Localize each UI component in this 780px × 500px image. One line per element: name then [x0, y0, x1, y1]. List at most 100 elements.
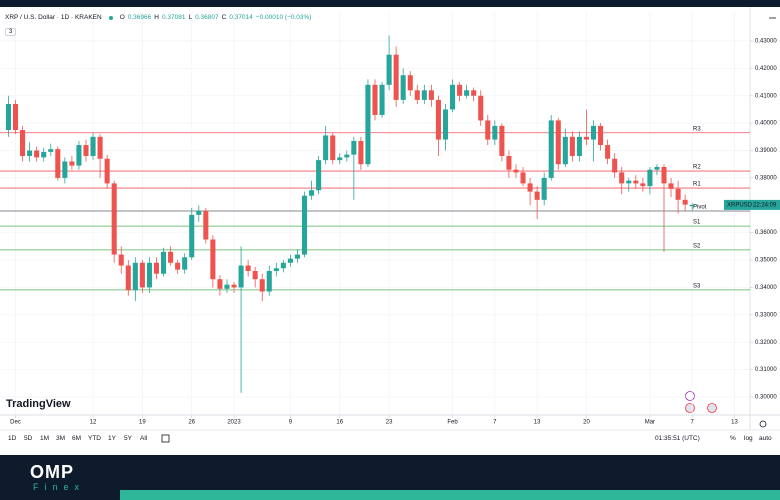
pivot-level-label: S3 [693, 283, 701, 289]
candle-body [682, 199, 688, 205]
ohlc-value: 0.36807 [195, 14, 219, 21]
candle-body [309, 190, 315, 196]
candle-body [541, 177, 547, 200]
candle-body [337, 157, 343, 161]
toolbar-button[interactable]: auto [759, 435, 772, 442]
candle-body [182, 257, 188, 270]
candle-body [344, 154, 350, 158]
candle-body [478, 95, 484, 121]
candle-body [358, 140, 364, 165]
candle-body [351, 140, 357, 155]
candle-body [400, 75, 406, 100]
candle-body [379, 84, 385, 115]
toolbar-button[interactable]: 1M [40, 435, 50, 442]
x-tick-label: 16 [336, 420, 343, 426]
ohlc-value: 0.36966 [127, 14, 152, 21]
candle-body [224, 284, 230, 289]
y-tick-label: 0.32000 [755, 340, 777, 346]
candle-body [612, 158, 618, 173]
candle-body [576, 136, 582, 157]
candle-body [569, 136, 575, 157]
y-tick-label: 0.39000 [755, 148, 777, 154]
x-tick-label: 20 [583, 420, 590, 426]
candle-body [598, 125, 604, 146]
calendar-icon[interactable] [161, 434, 170, 443]
candle-body [365, 84, 371, 165]
x-tick-label: 9 [289, 420, 293, 426]
candle-body [485, 120, 491, 140]
candle-body [372, 84, 378, 115]
y-tick-label: 0.30000 [755, 395, 777, 401]
price-label-symbol: XRPUSD [727, 202, 753, 208]
x-tick-label: 13 [534, 420, 541, 426]
event-icon[interactable] [685, 391, 695, 401]
ohlc-label: C [221, 14, 227, 21]
candle-body [619, 172, 625, 184]
ohlc-value: 0.37014 [229, 14, 253, 21]
candle-body [48, 149, 54, 152]
candle-body [534, 191, 540, 200]
top-bar [0, 0, 780, 7]
candle-body [245, 265, 251, 271]
y-tick-label: 0.38000 [755, 175, 777, 181]
legend-header: XRP / U.S. Dollar · 1D · KRAKEN O 0.36966… [5, 14, 311, 21]
candle-body [139, 262, 145, 288]
toolbar-button[interactable]: 1D [8, 435, 17, 442]
candle-body [90, 136, 96, 157]
toolbar: 01:35:51 (UTC) 1D 5D 1M 3M 6M YTD 1Y 5Y All% log a… [0, 432, 780, 446]
toolbar-button[interactable]: YTD [88, 435, 101, 442]
candle-body [513, 169, 519, 173]
toolbar-button[interactable]: % [730, 435, 736, 442]
candle-body [266, 270, 272, 292]
toolbar-button[interactable]: 3M [56, 435, 66, 442]
x-tick-label: Dec [10, 420, 21, 426]
ohlc-label: H [154, 14, 159, 21]
y-tick-label: 0.31000 [755, 367, 777, 373]
toolbar-button[interactable]: 5D [24, 435, 33, 442]
settings-icon[interactable] [759, 420, 767, 428]
candle-body [633, 180, 639, 184]
candle-body [5, 103, 11, 130]
candle-body [83, 145, 89, 157]
candles [5, 35, 695, 393]
candle-body [62, 161, 68, 178]
candle-body [640, 183, 646, 187]
candle-body [20, 129, 26, 157]
candle-body [428, 90, 434, 100]
candle-body [605, 145, 611, 159]
toolbar-button[interactable]: 5Y [124, 435, 132, 442]
candle-body [217, 279, 223, 289]
y-tick-label: 0.41000 [755, 93, 777, 99]
x-tick-label: 19 [139, 420, 146, 426]
brand-name: OMP [30, 462, 75, 482]
candle-body [330, 135, 336, 161]
candle-body [323, 135, 329, 161]
candle-body [407, 75, 413, 91]
event-icon[interactable] [707, 403, 717, 413]
candle-body [168, 251, 174, 263]
x-tick-label: 7 [493, 420, 497, 426]
y-tick-label: 0.35000 [755, 258, 777, 264]
candle-body [125, 265, 131, 291]
toolbar-button[interactable]: 1Y [108, 435, 116, 442]
indicator-toggle[interactable]: 3 [5, 28, 17, 36]
x-tick-label: 13 [731, 420, 738, 426]
candle-body [555, 120, 561, 165]
candle-body [27, 150, 33, 157]
candle-body [238, 265, 244, 288]
candle-body [393, 54, 399, 100]
toolbar-button[interactable]: All [140, 435, 148, 442]
y-tick-label: 0.36000 [755, 230, 777, 236]
candle-body [464, 90, 470, 96]
candle-body [442, 109, 449, 140]
toolbar-button[interactable]: 6M [72, 435, 82, 442]
candle-body [118, 254, 124, 266]
pivot-level-label: S2 [693, 243, 701, 249]
event-icon[interactable] [685, 403, 695, 413]
toolbar-button[interactable]: log [744, 435, 753, 442]
candle-body [590, 125, 597, 140]
symbol-title: XRP / U.S. Dollar · 1D · KRAKEN [5, 14, 102, 21]
candle-body [668, 183, 674, 189]
candle-body [280, 262, 286, 269]
